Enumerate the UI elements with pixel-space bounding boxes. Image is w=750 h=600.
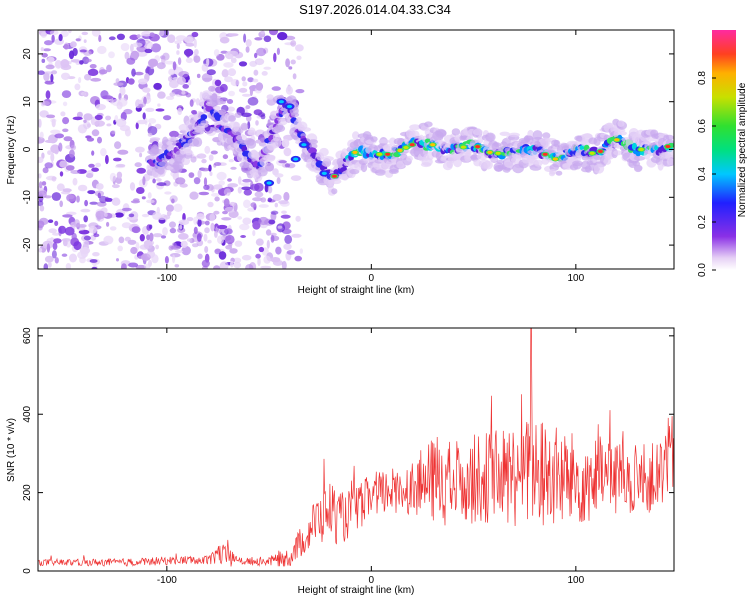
snr-frame (37, 327, 675, 572)
colorbar-tick-label: 0.2 (697, 215, 708, 229)
spectrogram-x-axis-label: Height of straight line (km) (298, 285, 415, 296)
snr-background (38, 328, 674, 571)
spectrogram-x-tick-label: -100 (157, 273, 177, 284)
snr-y-tick-label: 200 (22, 484, 33, 501)
colorbar-tick-label: 0.0 (697, 263, 708, 277)
spectrogram-y-tick-label: 20 (22, 48, 33, 60)
colorbar-tick-label: 0.4 (697, 167, 708, 181)
snr-y-tick-label: 600 (22, 327, 33, 344)
snr-y-tick-label: 0 (22, 568, 33, 574)
spectrogram-x-tick-label: 0 (369, 273, 375, 284)
colorbar-tick-label: 0.6 (697, 119, 708, 133)
spectrogram-y-tick-label: -20 (22, 237, 33, 252)
spectrogram-y-tick-label: -10 (22, 190, 33, 205)
colorbar-ticks: 0.0 0.2 0.4 0.6 0.8 (697, 71, 716, 277)
colorbar-tick-label: 0.8 (697, 71, 708, 85)
figure-title: S197.2026.014.04.33.C34 (299, 2, 451, 17)
snr-x-tick-label: 0 (369, 575, 375, 586)
colorbar: 0.0 0.2 0.4 0.6 0.8 Normalized spectral ampl… (697, 30, 748, 277)
spectrogram-x-tick-label: 100 (567, 273, 584, 284)
spectrogram-y-tick-label: 0 (22, 146, 33, 152)
snr-x-tick-label: 100 (567, 575, 584, 586)
snr-series-line (38, 328, 674, 567)
snr-y-axis-label: SNR (10 * v/v) (6, 418, 17, 482)
colorbar-label: Normalized spectral amplitude (737, 82, 748, 217)
spectrogram-heatmap (38, 30, 674, 269)
snr-x-axis-label: Height of straight line (km) (298, 585, 415, 596)
snr-ticks: -100 0 100 0 200 400 600 (22, 327, 674, 586)
colorbar-gradient (712, 30, 736, 270)
snr-panel: -100 0 100 0 200 400 600 Height of straight li… (6, 327, 675, 596)
spectrogram-y-tick-label: 10 (22, 96, 33, 108)
snr-y-tick-label: 400 (22, 405, 33, 422)
snr-x-tick-label: -100 (157, 575, 177, 586)
spectrogram-y-axis-label: Frequency (Hz) (6, 116, 17, 185)
